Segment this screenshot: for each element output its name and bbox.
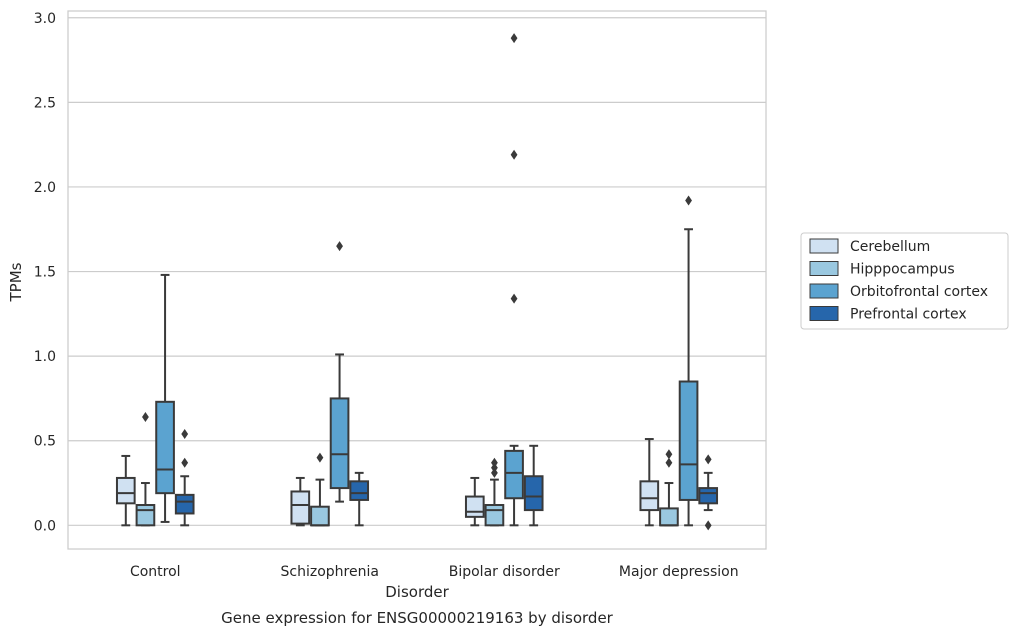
plot-frame — [67, 10, 767, 550]
box — [135, 504, 156, 527]
legend-swatch — [809, 238, 839, 254]
x-tick-label: Schizophrenia — [281, 564, 379, 580]
legend-frame — [800, 232, 1009, 330]
outlier-point — [181, 428, 189, 439]
box — [678, 380, 699, 501]
x-tick-label: Control — [130, 564, 181, 580]
box-group — [310, 452, 330, 527]
box — [349, 480, 370, 501]
box-group — [678, 195, 699, 527]
box-group — [135, 412, 156, 527]
y-tick-label: 2.0 — [34, 180, 56, 196]
box-group — [484, 457, 505, 527]
box-group — [504, 33, 524, 527]
grid-layer — [68, 17, 766, 526]
box — [310, 505, 330, 527]
outlier-point — [510, 33, 518, 44]
x-axis-label: Disorder — [385, 583, 449, 601]
legend-label: Hipppocampus — [850, 262, 955, 278]
box — [639, 480, 660, 512]
box — [155, 400, 175, 495]
box-group — [659, 449, 679, 527]
box — [115, 476, 136, 505]
box-group — [155, 273, 175, 523]
legend-swatch — [809, 283, 839, 299]
y-tick-label: 2.5 — [34, 95, 56, 111]
box-layer — [115, 33, 719, 531]
outlier-point — [142, 412, 149, 423]
figure-caption: Gene expression for ENSG00000219163 by d… — [221, 609, 614, 627]
x-tick-labels: Control Schizophrenia Bipolar disorder Majo… — [130, 564, 739, 580]
legend-items: Cerebellum Hipppocampus Orbitofrontal cort… — [809, 238, 988, 323]
legend-label: Orbitofrontal cortex — [850, 284, 988, 300]
outlier-point — [704, 520, 712, 531]
box — [504, 449, 524, 500]
box — [464, 495, 485, 518]
box — [484, 504, 505, 527]
outlier-point — [665, 457, 673, 468]
x-tick-label: Major depression — [619, 564, 739, 580]
box — [659, 507, 679, 527]
legend-label: Prefrontal cortex — [850, 307, 967, 323]
box-group — [464, 476, 485, 527]
box — [698, 487, 719, 505]
box-group — [115, 454, 136, 527]
outlier-point — [665, 449, 673, 460]
outlier-point — [491, 467, 498, 478]
legend-swatch — [809, 261, 839, 276]
box-group — [639, 438, 660, 527]
outlier-point — [510, 149, 518, 160]
legend-swatch — [809, 306, 839, 321]
box — [523, 475, 544, 512]
outlier-point — [491, 462, 498, 473]
legend-label: Cerebellum — [850, 239, 930, 255]
box-group — [523, 444, 544, 527]
box — [174, 493, 195, 515]
box — [290, 490, 311, 525]
outlier-point — [316, 452, 324, 463]
y-axis-label: TPMs — [7, 262, 25, 302]
x-tick-label: Bipolar disorder — [449, 564, 560, 580]
box-group — [329, 241, 350, 503]
y-tick-label: 1.0 — [34, 349, 56, 365]
box-group — [174, 428, 195, 527]
y-tick-label: 3.0 — [34, 11, 56, 27]
outlier-point — [336, 241, 343, 252]
outlier-point — [704, 454, 712, 465]
outlier-point — [181, 457, 189, 468]
y-tick-label: 0.0 — [34, 518, 56, 534]
outlier-point — [491, 457, 498, 468]
box — [329, 397, 350, 490]
legend: Cerebellum Hipppocampus Orbitofrontal cort… — [800, 232, 1009, 330]
box-group — [698, 454, 719, 531]
y-tick-labels: 0.0 0.5 1.0 1.5 2.0 2.5 3.0 — [34, 11, 56, 535]
outlier-point — [685, 195, 692, 206]
y-tick-label: 1.5 — [34, 265, 56, 281]
box-group — [290, 476, 311, 527]
y-tick-label: 0.5 — [34, 434, 56, 450]
outlier-point — [510, 293, 518, 304]
box-group — [349, 471, 370, 527]
